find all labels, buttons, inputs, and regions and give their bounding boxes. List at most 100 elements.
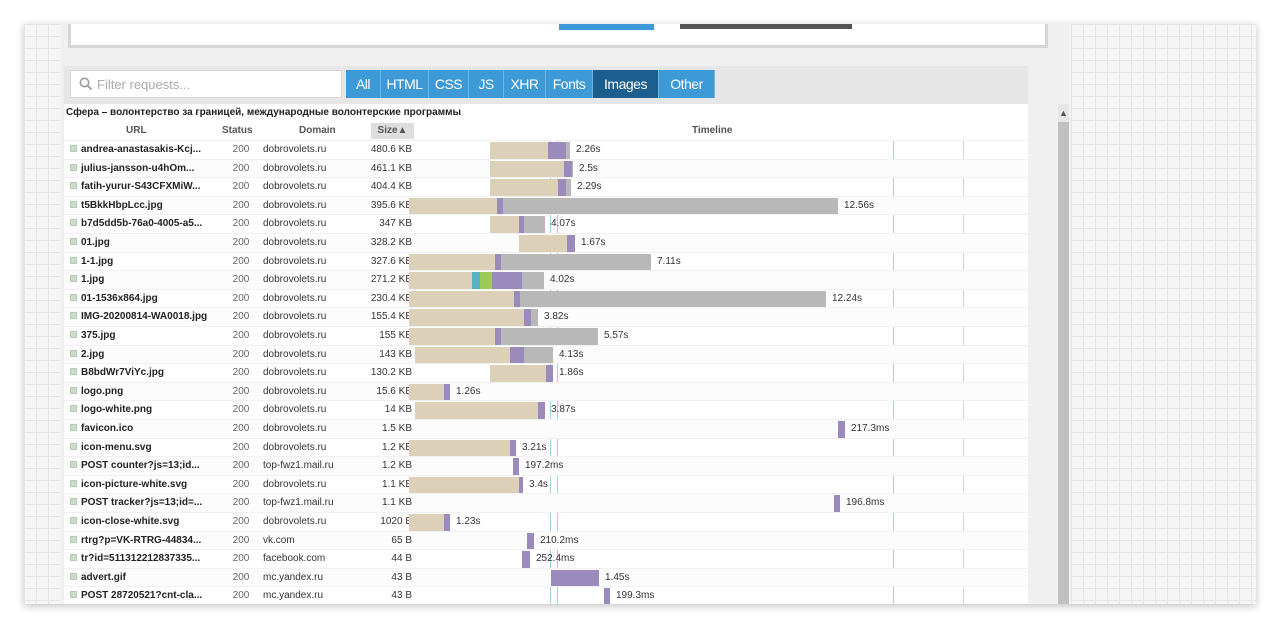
table-row[interactable]: POST tracker?js=13;id=... 200 top-fwz1.mai…: [64, 493, 1028, 513]
top-secondary-button[interactable]: [680, 24, 852, 29]
request-url[interactable]: rtrg?p=VK-RTRG-44834...: [70, 535, 210, 546]
request-url[interactable]: favicon.ico: [70, 423, 210, 434]
expand-icon[interactable]: [70, 572, 77, 580]
expand-icon[interactable]: [70, 498, 77, 506]
filter-tab-fonts[interactable]: Fonts: [546, 70, 593, 98]
search-box[interactable]: [70, 70, 342, 98]
expand-icon[interactable]: [70, 256, 77, 264]
column-header-status[interactable]: Status: [222, 125, 253, 136]
timeline-duration-label: 7.11s: [657, 255, 681, 267]
table-row[interactable]: POST 28720521?cnt-cla... 200 mc.yandex.ru 4…: [64, 586, 1028, 604]
scroll-up-icon[interactable]: ▲: [1059, 108, 1068, 118]
expand-icon[interactable]: [70, 145, 77, 152]
request-url[interactable]: t5BkkHbpLcc.jpg: [70, 200, 210, 211]
expand-icon[interactable]: [70, 442, 77, 450]
table-row[interactable]: andrea-anastasakis-Kcj... 200 dobrovolets.…: [64, 140, 1028, 159]
request-url[interactable]: b7d5dd5b-76a0-4005-a5...: [70, 218, 210, 229]
expand-icon[interactable]: [70, 424, 77, 431]
expand-icon[interactable]: [70, 461, 77, 469]
expand-icon[interactable]: [70, 535, 77, 543]
request-url[interactable]: POST tracker?js=13;id=...: [70, 497, 210, 508]
request-url[interactable]: fatih-yurur-S43CFXMiW...: [70, 181, 210, 192]
request-url[interactable]: julius-jansson-u4hOm...: [70, 163, 210, 174]
table-row[interactable]: fatih-yurur-S43CFXMiW... 200 dobrovolets.r…: [64, 177, 1028, 197]
expand-icon[interactable]: [70, 368, 77, 376]
table-row[interactable]: icon-close-white.svg 200 dobrovolets.ru 102…: [64, 512, 1028, 531]
expand-icon[interactable]: [70, 405, 77, 413]
expand-icon[interactable]: [70, 312, 77, 320]
filter-requests-input[interactable]: [97, 76, 317, 92]
table-row[interactable]: t5BkkHbpLcc.jpg 200 dobrovolets.ru 395.6 KB…: [64, 195, 1028, 215]
table-row[interactable]: 01.jpg 200 dobrovolets.ru 328.2 KB 1.67s: [64, 233, 1028, 252]
table-row[interactable]: tr?id=511312212837335... 200 facebook.com 4…: [64, 549, 1028, 569]
filter-tab-other[interactable]: Other: [659, 70, 715, 98]
request-url[interactable]: 1-1.jpg: [70, 256, 210, 267]
table-row[interactable]: favicon.ico 200 dobrovolets.ru 1.5 KB 217.3m…: [64, 419, 1028, 438]
expand-icon[interactable]: [70, 163, 77, 171]
vertical-scrollbar[interactable]: ▲: [1058, 104, 1069, 604]
table-row[interactable]: 1.jpg 200 dobrovolets.ru 271.2 KB 4.02s: [64, 270, 1028, 290]
filter-tab-images[interactable]: Images: [593, 70, 659, 98]
request-url[interactable]: POST counter?js=13;id...: [70, 460, 210, 471]
timeline-wait-bar: [409, 272, 484, 290]
expand-icon[interactable]: [70, 238, 77, 245]
table-row[interactable]: 01-1536x864.jpg 200 dobrovolets.ru 230.4 KB…: [64, 288, 1028, 308]
expand-icon[interactable]: [70, 219, 77, 227]
expand-icon[interactable]: [70, 200, 77, 208]
request-url[interactable]: 1.jpg: [70, 274, 210, 285]
request-url[interactable]: B8bdWr7ViYc.jpg: [70, 367, 210, 378]
expand-icon[interactable]: [70, 517, 77, 524]
request-url[interactable]: 2.jpg: [70, 349, 210, 360]
column-header-size[interactable]: Size▲: [371, 123, 414, 139]
expand-icon[interactable]: [70, 182, 77, 190]
request-url[interactable]: 01-1536x864.jpg: [70, 293, 210, 304]
request-url[interactable]: icon-close-white.svg: [70, 516, 210, 527]
expand-icon[interactable]: [70, 591, 77, 599]
filter-tab-xhr[interactable]: XHR: [504, 70, 546, 98]
expand-icon[interactable]: [70, 331, 77, 338]
table-row[interactable]: advert.gif 200 mc.yandex.ru 43 B 1.45s: [64, 567, 1028, 587]
request-url[interactable]: andrea-anastasakis-Kcj...: [70, 144, 210, 155]
request-status: 200: [232, 237, 250, 248]
request-url[interactable]: advert.gif: [70, 572, 210, 583]
table-row[interactable]: logo-white.png 200 dobrovolets.ru 14 KB 3.87…: [64, 400, 1028, 420]
expand-icon[interactable]: [70, 349, 77, 357]
request-url-text: IMG-20200814-WA0018.jpg: [81, 311, 208, 323]
expand-icon[interactable]: [70, 275, 77, 283]
table-row[interactable]: 375.jpg 200 dobrovolets.ru 155 KB 5.57s: [64, 326, 1028, 345]
request-url[interactable]: logo-white.png: [70, 404, 210, 415]
request-url[interactable]: POST 28720521?cnt-cla...: [70, 590, 210, 601]
table-row[interactable]: POST counter?js=13;id... 200 top-fwz1.mail…: [64, 456, 1028, 476]
table-row[interactable]: julius-jansson-u4hOm... 200 dobrovolets.ru…: [64, 158, 1028, 178]
filter-tab-html[interactable]: HTML: [381, 70, 429, 98]
table-row[interactable]: B8bdWr7ViYc.jpg 200 dobrovolets.ru 130.2 KB…: [64, 363, 1028, 383]
expand-icon[interactable]: [70, 554, 77, 562]
request-url[interactable]: icon-menu.svg: [70, 442, 210, 453]
expand-icon[interactable]: [70, 293, 77, 301]
table-row[interactable]: logo.png 200 dobrovolets.ru 15.6 KB 1.26s: [64, 381, 1028, 401]
top-primary-button[interactable]: [559, 24, 654, 30]
table-row[interactable]: rtrg?p=VK-RTRG-44834... 200 vk.com 65 B 210.…: [64, 530, 1028, 550]
column-header-timeline[interactable]: Timeline: [692, 125, 733, 136]
scrollbar-thumb[interactable]: [1058, 122, 1069, 604]
request-url[interactable]: tr?id=511312212837335...: [70, 553, 210, 564]
table-row[interactable]: icon-picture-white.svg 200 dobrovolets.ru 1…: [64, 474, 1028, 494]
request-url[interactable]: 01.jpg: [70, 237, 210, 248]
request-url[interactable]: icon-picture-white.svg: [70, 479, 210, 490]
column-header-domain[interactable]: Domain: [299, 125, 336, 136]
table-row[interactable]: icon-menu.svg 200 dobrovolets.ru 1.2 KB 3.21…: [64, 437, 1028, 457]
request-url[interactable]: logo.png: [70, 386, 210, 397]
filter-tab-all[interactable]: All: [346, 70, 381, 98]
table-row[interactable]: IMG-20200814-WA0018.jpg 200 dobrovolets.ru…: [64, 307, 1028, 327]
expand-icon[interactable]: [70, 386, 77, 394]
timeline-duration-label: 3.87s: [551, 404, 576, 416]
expand-icon[interactable]: [70, 479, 77, 487]
table-row[interactable]: 1-1.jpg 200 dobrovolets.ru 327.6 KB 7.11s: [64, 251, 1028, 271]
request-url[interactable]: IMG-20200814-WA0018.jpg: [70, 311, 210, 322]
filter-tab-css[interactable]: CSS: [429, 70, 469, 98]
table-row[interactable]: b7d5dd5b-76a0-4005-a5... 200 dobrovolets.r…: [64, 214, 1028, 234]
table-row[interactable]: 2.jpg 200 dobrovolets.ru 143 KB 4.13s: [64, 344, 1028, 364]
filter-tab-js[interactable]: JS: [469, 70, 504, 98]
column-header-url[interactable]: URL: [126, 125, 147, 136]
request-url[interactable]: 375.jpg: [70, 330, 210, 341]
